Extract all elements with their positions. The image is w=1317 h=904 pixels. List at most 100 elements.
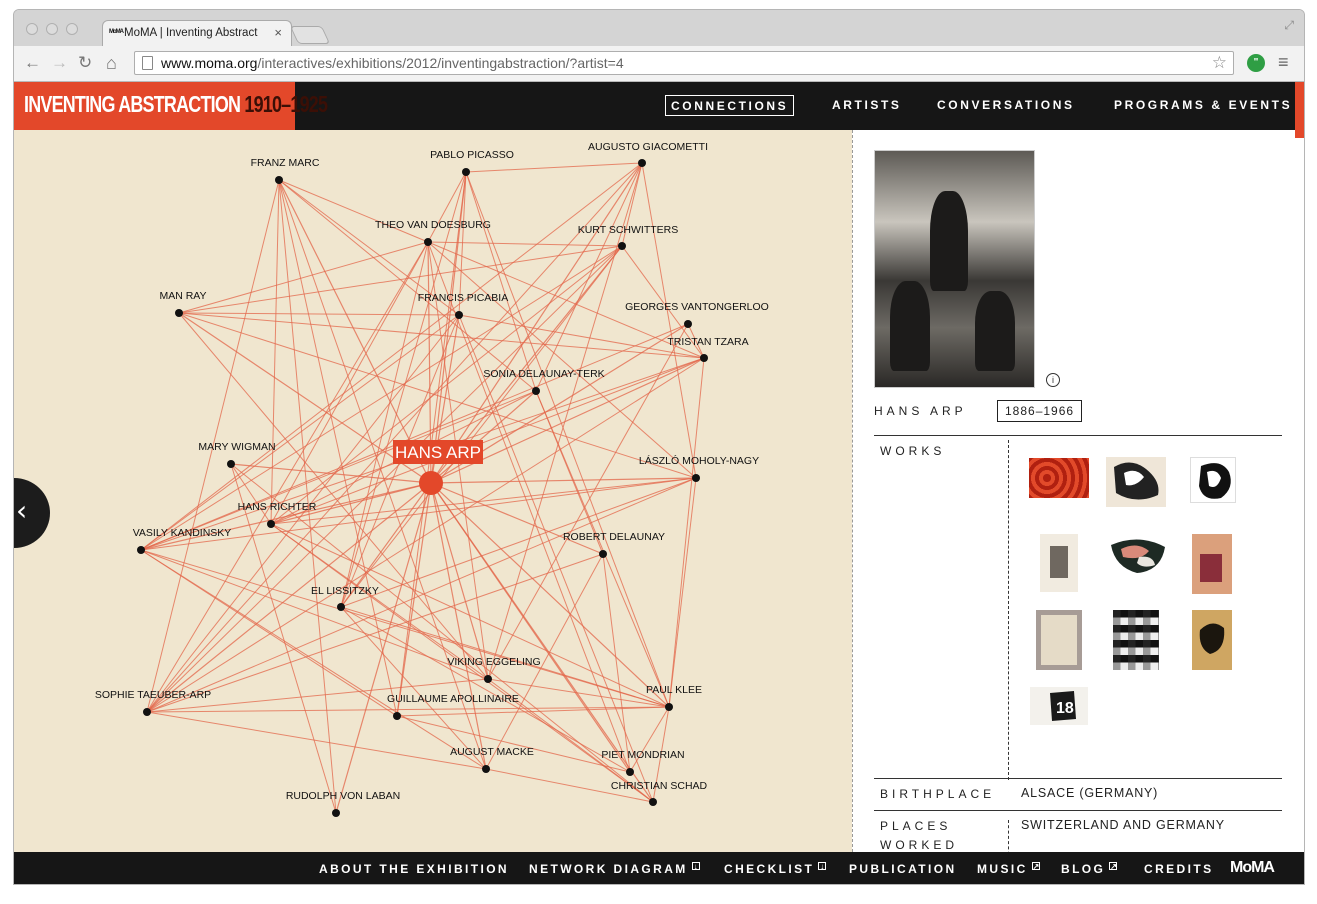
artist-node-label[interactable]: LÁSZLÓ MOHOLY-NAGY	[639, 454, 759, 467]
connection-line	[487, 678, 654, 803]
artist-node[interactable]	[424, 238, 432, 246]
connection-line	[340, 606, 631, 773]
nav-artists[interactable]: ARTISTS	[832, 98, 902, 112]
connection-line	[430, 482, 489, 680]
artist-node[interactable]	[267, 520, 275, 528]
artist-node[interactable]	[455, 311, 463, 319]
artist-node-label[interactable]: PIET MONDRIAN	[601, 749, 684, 761]
footer-publication[interactable]: PUBLICATION	[849, 862, 957, 876]
zoom-window-button[interactable]	[66, 23, 78, 35]
artist-node[interactable]	[227, 460, 235, 468]
nav-connections[interactable]: CONNECTIONS	[665, 95, 795, 116]
artist-node-label[interactable]: KURT SCHWITTERS	[578, 224, 679, 236]
connection-line	[140, 477, 697, 551]
info-icon[interactable]: i	[1046, 373, 1060, 387]
artist-node-label[interactable]: FRANCIS PICABIA	[418, 292, 508, 304]
artist-node-label[interactable]: SONIA DELAUNAY-TERK	[483, 368, 604, 380]
footer-credits[interactable]: CREDITS	[1144, 862, 1214, 876]
work-thumbnail[interactable]	[1040, 534, 1078, 592]
artist-node[interactable]	[700, 354, 708, 362]
artist-node[interactable]	[275, 176, 283, 184]
new-tab-button[interactable]	[289, 26, 331, 44]
artist-node-label[interactable]: EL LISSITZKY	[311, 585, 379, 597]
artist-node[interactable]	[484, 675, 492, 683]
artist-node[interactable]	[692, 474, 700, 482]
artist-node-label[interactable]: AUGUSTO GIACOMETTI	[588, 141, 708, 153]
work-thumbnail[interactable]	[1190, 457, 1236, 503]
scroll-indicator[interactable]	[1295, 82, 1304, 138]
close-tab-icon[interactable]: ×	[274, 25, 282, 40]
artist-node-label[interactable]: HANS RICHTER	[238, 501, 317, 513]
footer-blog[interactable]: BLOG ↗	[1061, 862, 1118, 876]
divider	[1008, 820, 1009, 860]
artist-node-label[interactable]: SOPHIE TAEUBER-ARP	[95, 689, 211, 701]
artist-node[interactable]	[649, 798, 657, 806]
artist-node-label[interactable]: PABLO PICASSO	[430, 149, 514, 161]
moma-logo[interactable]: MoMA	[1230, 859, 1275, 876]
work-thumbnail[interactable]	[1106, 457, 1166, 507]
artist-node-label[interactable]: CHRISTIAN SCHAD	[611, 780, 708, 792]
work-thumbnail[interactable]	[1109, 537, 1167, 575]
artist-node-label[interactable]: RUDOLPH VON LABAN	[286, 790, 400, 802]
reload-icon[interactable]: ↻	[78, 53, 93, 72]
artist-node[interactable]	[393, 712, 401, 720]
artist-node[interactable]	[137, 546, 145, 554]
artist-node[interactable]	[665, 703, 673, 711]
back-icon[interactable]: ←	[24, 53, 41, 72]
work-thumbnail[interactable]	[1192, 610, 1232, 670]
artist-node-label[interactable]: ROBERT DELAUNAY	[563, 531, 665, 543]
artist-node[interactable]	[532, 387, 540, 395]
nav-programs-events[interactable]: PROGRAMS & EVENTS	[1114, 98, 1293, 112]
artist-node[interactable]	[462, 168, 470, 176]
artist-node[interactable]	[599, 550, 607, 558]
artist-node-label[interactable]: TRISTAN TZARA	[667, 336, 748, 348]
artist-node[interactable]	[175, 309, 183, 317]
artist-node-label[interactable]: THEO VAN DOESBURG	[375, 219, 491, 231]
forward-icon[interactable]: →	[51, 53, 68, 72]
home-icon[interactable]: ⌂	[106, 53, 117, 73]
artist-node-label[interactable]: GUILLAUME APOLLINAIRE	[387, 693, 519, 705]
artist-node[interactable]	[482, 765, 490, 773]
fullscreen-icon[interactable]: ⤢	[1284, 18, 1294, 32]
artist-node[interactable]	[332, 809, 340, 817]
artist-node-label[interactable]: MAN RAY	[159, 290, 206, 302]
artist-node-label[interactable]: FRANZ MARC	[251, 157, 320, 169]
selected-artist-node[interactable]	[419, 471, 443, 495]
artist-node[interactable]	[684, 320, 692, 328]
connection-line	[458, 171, 467, 316]
footer-network-diagram[interactable]: NETWORK DIAGRAM ↓	[529, 862, 700, 876]
nav-conversations[interactable]: CONVERSATIONS	[937, 98, 1075, 112]
artist-node-label[interactable]: GEORGES VANTONGERLOO	[625, 301, 769, 313]
work-thumbnail[interactable]	[1192, 534, 1232, 594]
minimize-window-button[interactable]	[46, 23, 58, 35]
work-thumbnail[interactable]	[1036, 610, 1082, 670]
artist-node[interactable]	[337, 603, 345, 611]
artist-node-label[interactable]: AUGUST MACKE	[450, 746, 534, 758]
browser-tab[interactable]: MoMA MoMA | Inventing Abstract ×	[102, 20, 292, 46]
work-thumbnail[interactable]: 18	[1030, 687, 1088, 725]
address-bar[interactable]: www.moma.org/interactives/exhibitions/20…	[134, 51, 1234, 75]
work-thumbnail[interactable]	[1029, 458, 1089, 498]
connection-line	[487, 678, 670, 708]
bookmark-star-icon[interactable]: ☆	[1211, 53, 1227, 72]
artist-node[interactable]	[618, 242, 626, 250]
connection-line	[430, 390, 537, 484]
page-icon	[142, 56, 153, 70]
artist-node[interactable]	[626, 768, 634, 776]
work-thumbnail[interactable]	[1113, 610, 1159, 670]
exhibition-logo[interactable]: INVENTING ABSTRACTION 1910–1925	[14, 82, 328, 130]
browser-menu-icon[interactable]: ≡	[1278, 52, 1289, 72]
artist-node[interactable]	[143, 708, 151, 716]
hangouts-extension-icon[interactable]: "	[1247, 54, 1265, 72]
connection-line	[178, 241, 429, 314]
footer-checklist[interactable]: CHECKLIST ↓	[724, 862, 827, 876]
artist-node-label[interactable]: MARY WIGMAN	[198, 441, 275, 453]
close-window-button[interactable]	[26, 23, 38, 35]
artist-node-label[interactable]: VASILY KANDINSKY	[133, 527, 232, 539]
artist-node-label[interactable]: VIKING EGGELING	[447, 656, 540, 668]
footer-about[interactable]: ABOUT THE EXHIBITION	[319, 862, 510, 876]
selected-artist-label[interactable]: HANS ARP	[395, 443, 481, 462]
footer-music[interactable]: MUSIC ↗	[977, 862, 1040, 876]
artist-node[interactable]	[638, 159, 646, 167]
artist-node-label[interactable]: PAUL KLEE	[646, 684, 702, 696]
